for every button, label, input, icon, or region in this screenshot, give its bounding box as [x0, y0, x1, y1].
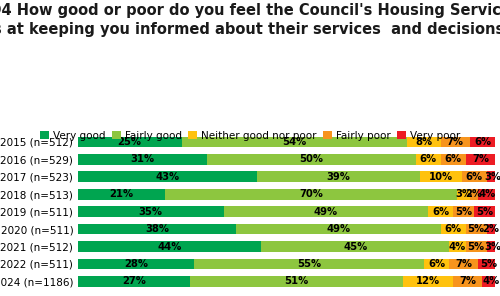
- Text: 8%: 8%: [416, 137, 432, 147]
- Text: 44%: 44%: [157, 242, 182, 252]
- Text: 7%: 7%: [460, 276, 476, 286]
- Text: 70%: 70%: [300, 189, 323, 199]
- Bar: [424, 258, 449, 269]
- Bar: [78, 189, 165, 200]
- Text: 10%: 10%: [428, 172, 453, 182]
- Text: 35%: 35%: [138, 207, 162, 217]
- Bar: [462, 171, 486, 182]
- Text: 3%: 3%: [484, 242, 500, 252]
- Bar: [458, 189, 470, 200]
- Bar: [224, 206, 428, 217]
- Bar: [261, 241, 449, 252]
- Text: 51%: 51%: [284, 276, 309, 286]
- Bar: [194, 258, 424, 269]
- Text: 45%: 45%: [343, 242, 367, 252]
- Bar: [78, 136, 182, 147]
- Bar: [78, 276, 190, 287]
- Bar: [440, 154, 466, 165]
- Text: 50%: 50%: [300, 154, 324, 164]
- Text: 49%: 49%: [314, 207, 338, 217]
- Bar: [190, 276, 403, 287]
- Bar: [478, 258, 499, 269]
- Text: 4%: 4%: [482, 276, 500, 286]
- Text: 54%: 54%: [282, 137, 306, 147]
- Bar: [428, 206, 453, 217]
- Bar: [420, 171, 462, 182]
- Bar: [78, 171, 257, 182]
- Bar: [440, 136, 470, 147]
- Bar: [470, 136, 495, 147]
- Text: 6%: 6%: [420, 154, 437, 164]
- Text: 7%: 7%: [472, 154, 489, 164]
- Text: 38%: 38%: [145, 224, 169, 234]
- Bar: [78, 206, 224, 217]
- Text: 4%: 4%: [478, 189, 496, 199]
- Text: 21%: 21%: [110, 189, 134, 199]
- Text: 5%: 5%: [455, 207, 472, 217]
- Text: 55%: 55%: [297, 259, 322, 269]
- Text: 4%: 4%: [449, 242, 466, 252]
- Text: 7%: 7%: [447, 137, 464, 147]
- Bar: [78, 258, 194, 269]
- Bar: [466, 224, 486, 234]
- Bar: [78, 224, 236, 234]
- Bar: [453, 276, 482, 287]
- Bar: [165, 189, 458, 200]
- Text: 5%: 5%: [468, 242, 485, 252]
- Bar: [466, 154, 495, 165]
- Text: 6%: 6%: [428, 259, 445, 269]
- Text: 28%: 28%: [124, 259, 148, 269]
- Bar: [486, 171, 499, 182]
- Bar: [486, 224, 495, 234]
- Text: 2%: 2%: [482, 224, 500, 234]
- Bar: [453, 206, 474, 217]
- Text: 27%: 27%: [122, 276, 146, 286]
- Bar: [207, 154, 416, 165]
- Text: 5%: 5%: [476, 207, 493, 217]
- Text: Q4 How good or poor do you feel the Council's Housing Service
is at keeping you : Q4 How good or poor do you feel the Coun…: [0, 3, 500, 37]
- Text: 43%: 43%: [155, 172, 180, 182]
- Text: 25%: 25%: [118, 137, 142, 147]
- Bar: [449, 241, 466, 252]
- Bar: [486, 241, 499, 252]
- Bar: [403, 276, 453, 287]
- Text: 6%: 6%: [466, 172, 482, 182]
- Bar: [478, 189, 495, 200]
- Text: 3%: 3%: [455, 189, 472, 199]
- Text: 6%: 6%: [444, 154, 462, 164]
- Bar: [257, 171, 420, 182]
- Bar: [78, 241, 261, 252]
- Bar: [482, 276, 499, 287]
- Text: 39%: 39%: [326, 172, 350, 182]
- Text: 3%: 3%: [484, 172, 500, 182]
- Bar: [182, 136, 408, 147]
- Bar: [466, 241, 486, 252]
- Bar: [440, 224, 466, 234]
- Bar: [474, 206, 495, 217]
- Text: 5%: 5%: [480, 259, 498, 269]
- Text: 2%: 2%: [466, 189, 482, 199]
- Bar: [236, 224, 440, 234]
- Text: 6%: 6%: [444, 224, 462, 234]
- Bar: [416, 154, 440, 165]
- Text: 31%: 31%: [130, 154, 154, 164]
- Legend: Very good, Fairly good, Neither good nor poor, Fairly poor, Very poor: Very good, Fairly good, Neither good nor…: [40, 131, 460, 141]
- Bar: [470, 189, 478, 200]
- Bar: [449, 258, 478, 269]
- Bar: [78, 154, 207, 165]
- Text: 12%: 12%: [416, 276, 440, 286]
- Text: 5%: 5%: [468, 224, 485, 234]
- Bar: [408, 136, 440, 147]
- Text: 7%: 7%: [455, 259, 472, 269]
- Text: 6%: 6%: [474, 137, 491, 147]
- Text: 6%: 6%: [432, 207, 450, 217]
- Text: 49%: 49%: [326, 224, 350, 234]
